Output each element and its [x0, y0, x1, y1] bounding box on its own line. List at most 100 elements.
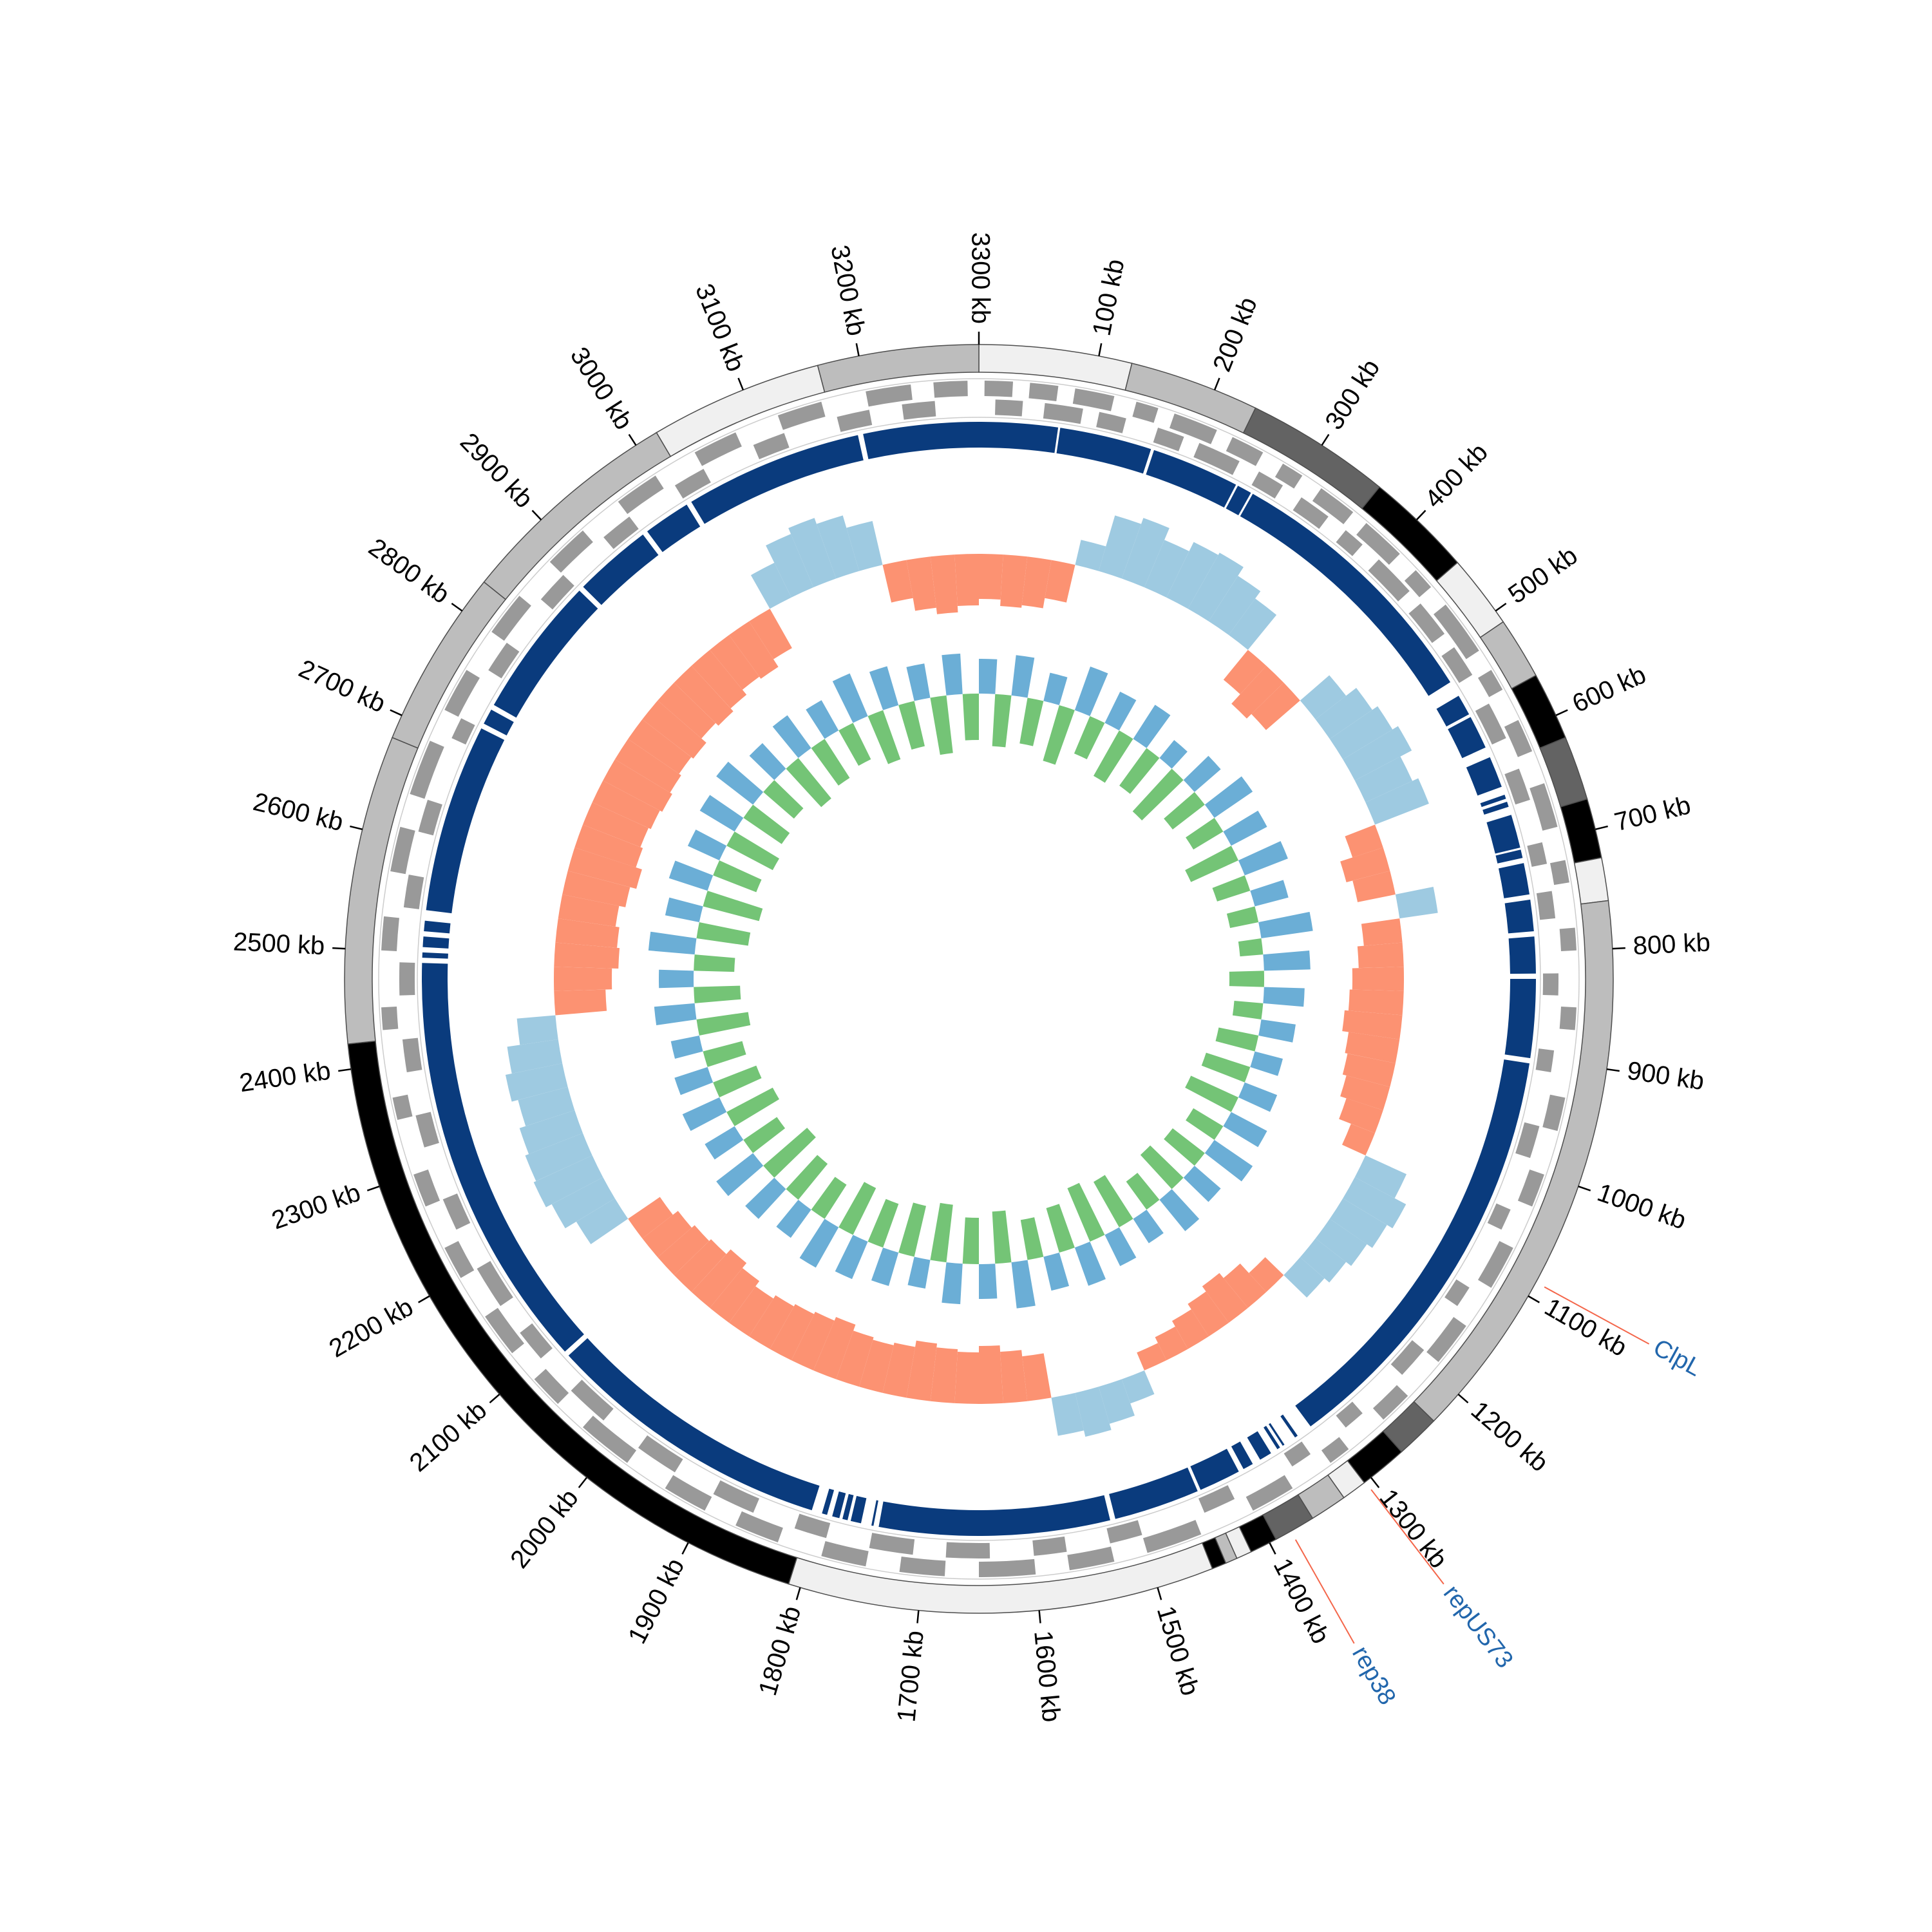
gene	[866, 384, 913, 407]
contig	[1560, 798, 1602, 864]
hit-block	[822, 1488, 835, 1515]
gc-skew-ring	[505, 515, 1438, 1437]
gc-content-bar	[1212, 875, 1251, 902]
annotation-line	[1370, 1489, 1444, 1585]
gc-skew-bar	[525, 1133, 592, 1182]
gc-content-bar	[1133, 1209, 1164, 1244]
hit-block	[647, 504, 701, 553]
gc-skew-bar	[1329, 1198, 1387, 1248]
gc-skew-bar	[1251, 683, 1300, 730]
gc-content-bar	[1185, 846, 1238, 882]
gene	[1559, 1007, 1577, 1030]
gene	[1542, 973, 1558, 996]
gene	[1226, 437, 1264, 466]
gene	[1132, 401, 1159, 423]
gc-content-bar	[806, 700, 839, 739]
gc-skew-bar	[1188, 553, 1244, 621]
gc-skew-bar	[658, 1225, 710, 1275]
gc-skew-bar	[691, 1249, 747, 1308]
gc-skew-bar	[642, 1211, 692, 1258]
gc-content-bar	[962, 1217, 979, 1265]
gc-skew-bar	[614, 739, 681, 793]
gc-skew-bar	[1361, 918, 1403, 946]
tick-mark	[1038, 1610, 1041, 1624]
gc-content-bar	[1226, 906, 1259, 928]
annotation-label: repUS73	[1438, 1580, 1519, 1674]
gc-content-bar	[962, 694, 979, 741]
gc-content-bar	[696, 1012, 751, 1036]
tick-mark	[681, 1542, 689, 1555]
gene	[1426, 1316, 1466, 1362]
tick-mark	[338, 1068, 352, 1072]
gc-content-bar	[1238, 841, 1288, 876]
gene	[1535, 1048, 1555, 1073]
gene	[582, 1416, 637, 1463]
gene	[821, 1541, 869, 1567]
tick-mark	[1213, 377, 1220, 391]
gene	[899, 1556, 946, 1577]
gene	[1283, 1441, 1311, 1467]
tick-mark	[1321, 433, 1330, 446]
tick-label: 2400 kb	[238, 1057, 332, 1098]
gc-skew-bar	[749, 1295, 794, 1349]
hit-block	[691, 435, 864, 524]
hit-block	[426, 728, 505, 914]
gene	[442, 1193, 471, 1230]
tick-label: 2800 kb	[363, 533, 454, 609]
tick-mark	[737, 377, 744, 391]
tick-label: 3100 kb	[690, 280, 750, 376]
tick-mark	[1606, 1068, 1620, 1072]
gene	[410, 741, 444, 799]
gc-skew-bar	[1171, 1309, 1209, 1349]
gc-content-bar	[906, 663, 931, 701]
gc-content-bar	[898, 1202, 927, 1257]
tick-label: 900 kb	[1625, 1057, 1706, 1096]
gene	[571, 1379, 614, 1421]
gc-skew-bar	[1000, 554, 1028, 608]
tick-mark	[1370, 1477, 1380, 1488]
gc-content-bar	[776, 1199, 811, 1238]
gc-content-bar	[1043, 672, 1068, 705]
hit-block	[484, 709, 514, 735]
gc-content-bar	[799, 1218, 839, 1268]
gc-content-bar	[1094, 730, 1133, 783]
tick-label: 2100 kb	[404, 1396, 492, 1477]
gc-content-bar	[1258, 1019, 1296, 1043]
gc-content-bar	[1258, 911, 1313, 938]
gc-content-bar	[1229, 971, 1265, 987]
gene	[1336, 530, 1363, 556]
gc-content-bar	[1186, 1108, 1224, 1141]
gene	[1293, 497, 1329, 529]
tick-label: 1700 kb	[892, 1629, 929, 1723]
tick-label: 1200 kb	[1466, 1396, 1553, 1477]
gene	[1527, 842, 1548, 867]
gc-skew-bar	[628, 1197, 673, 1239]
gene	[1028, 383, 1059, 402]
gc-skew-bar	[846, 520, 883, 571]
gc-skew-bar	[642, 700, 706, 759]
gc-content-bar	[743, 804, 790, 844]
tick-mark	[366, 1185, 380, 1191]
gc-content-bar	[930, 1202, 953, 1263]
gc-content-bar	[1104, 691, 1137, 731]
hit-block	[863, 422, 979, 460]
gene	[485, 1307, 524, 1354]
gene	[1390, 1340, 1425, 1375]
hit-block	[1504, 899, 1534, 934]
hit-block	[878, 1495, 1110, 1536]
gene	[603, 516, 639, 549]
gene	[933, 381, 968, 398]
gene	[540, 574, 574, 610]
gc-content-bar	[811, 739, 850, 786]
gc-skew-bar	[766, 534, 814, 598]
gene	[1559, 927, 1577, 951]
tick-mark	[418, 1295, 430, 1303]
gc-content-bar	[745, 1177, 786, 1219]
gene	[444, 1241, 475, 1278]
gc-skew-bar	[1022, 1353, 1052, 1401]
tick-label: 1000 kb	[1594, 1179, 1690, 1235]
tick-mark	[489, 1394, 500, 1404]
gc-content-bar	[1104, 1227, 1137, 1267]
gc-content-bar	[942, 653, 963, 696]
gc-skew-bar	[1343, 1177, 1406, 1229]
